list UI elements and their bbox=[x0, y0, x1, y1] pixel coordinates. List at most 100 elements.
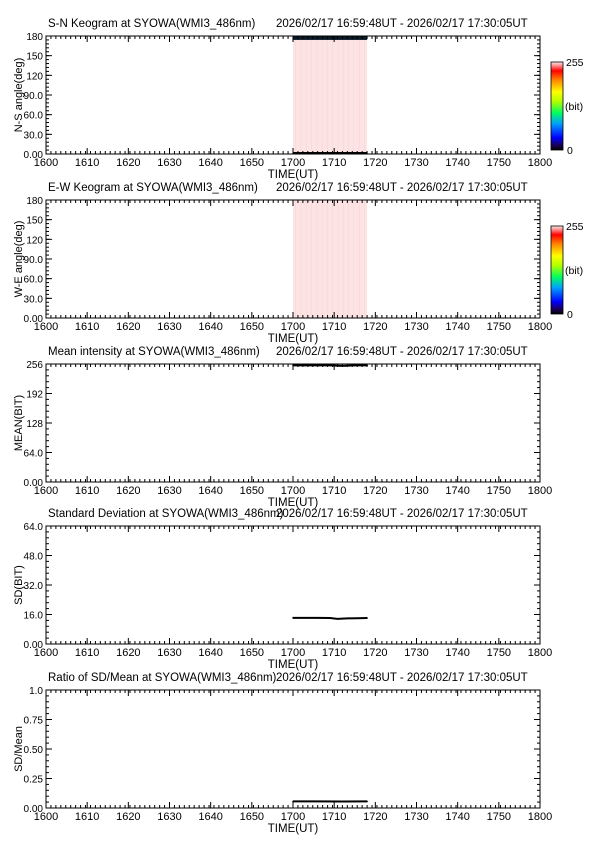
x-tick-label: 1710 bbox=[322, 485, 346, 497]
data-point bbox=[346, 617, 349, 620]
y-tick-label: 1.0 bbox=[29, 686, 43, 697]
y-tick-label: 30.0 bbox=[24, 130, 44, 141]
x-tick-label: 1630 bbox=[157, 647, 181, 659]
data-point bbox=[336, 618, 339, 620]
y-tick-label: 0.50 bbox=[24, 745, 44, 756]
y-tick-label: 150 bbox=[26, 52, 43, 63]
x-tick-label: 1620 bbox=[116, 811, 140, 823]
data-point bbox=[366, 617, 368, 619]
y-tick-label: 0.00 bbox=[24, 640, 44, 651]
x-tick-label: 1740 bbox=[445, 485, 469, 497]
x-tick-label: 1650 bbox=[240, 321, 264, 333]
y-tick-label: 180 bbox=[26, 32, 43, 43]
plot-frame bbox=[45, 525, 541, 645]
x-tick-label: 1710 bbox=[322, 321, 346, 333]
y-axis-label: SD(BIT) bbox=[13, 565, 25, 605]
x-tick-label: 1630 bbox=[157, 485, 181, 497]
colorbar-unit-label: (bit) bbox=[565, 101, 583, 113]
panel-5: Ratio of SD/Mean at SYOWA(WMI3_486nm) 202… bbox=[13, 672, 552, 835]
data-point bbox=[329, 617, 331, 619]
keogram-band bbox=[293, 152, 368, 155]
panel-time-range: 2026/02/17 16:59:48UT - 2026/02/17 17:30… bbox=[276, 508, 528, 520]
x-tick-label: 1630 bbox=[157, 157, 181, 169]
x-tick-label: 1730 bbox=[404, 647, 428, 659]
y-tick-label: 120 bbox=[26, 235, 43, 246]
x-tick-label: 1650 bbox=[240, 485, 264, 497]
y-axis-label: SD/Mean bbox=[13, 726, 25, 772]
panel-1: S-N Keogram at SYOWA(WMI3_486nm) 2026/02/… bbox=[13, 18, 584, 181]
x-tick-label: 1630 bbox=[157, 321, 181, 333]
plot-frame bbox=[45, 689, 541, 809]
panel-time-range: 2026/02/17 16:59:48UT - 2026/02/17 17:30… bbox=[276, 672, 528, 684]
y-axis-label: MEAN(BIT) bbox=[13, 395, 25, 451]
x-tick-label: 1750 bbox=[487, 321, 511, 333]
y-axis-label: W-E angle(deg) bbox=[13, 221, 25, 298]
x-tick-label: 1720 bbox=[363, 157, 387, 169]
colorbar-min-label: 0 bbox=[567, 145, 573, 157]
colorbar bbox=[550, 61, 564, 151]
data-point bbox=[304, 617, 307, 619]
keogram-image bbox=[293, 36, 368, 154]
x-tick-label: 1800 bbox=[528, 321, 552, 333]
x-axis-label: TIME(UT) bbox=[268, 169, 319, 181]
x-tick-label: 1730 bbox=[404, 485, 428, 497]
x-tick-label: 1650 bbox=[240, 647, 264, 659]
keogram-image bbox=[293, 200, 368, 318]
y-tick-label: 180 bbox=[26, 196, 43, 207]
y-tick-label: 60.0 bbox=[24, 111, 44, 122]
y-tick-label: 64.0 bbox=[24, 522, 44, 533]
plot-frame bbox=[45, 363, 541, 483]
x-tick-label: 1620 bbox=[116, 647, 140, 659]
x-tick-label: 1700 bbox=[281, 811, 305, 823]
x-tick-label: 1800 bbox=[528, 811, 552, 823]
y-tick-label: 120 bbox=[26, 71, 43, 82]
y-tick-label: 256 bbox=[26, 360, 43, 371]
colorbar bbox=[550, 225, 564, 315]
y-tick-label: 90.0 bbox=[24, 255, 44, 266]
panel-time-range: 2026/02/17 16:59:48UT - 2026/02/17 17:30… bbox=[276, 18, 528, 30]
x-tick-label: 1740 bbox=[445, 647, 469, 659]
x-tick-label: 1750 bbox=[487, 811, 511, 823]
data-point bbox=[353, 364, 356, 367]
data-point bbox=[366, 364, 368, 367]
x-tick-label: 1640 bbox=[198, 321, 222, 333]
x-tick-label: 1600 bbox=[34, 647, 58, 659]
data-point bbox=[316, 800, 319, 803]
x-tick-label: 1740 bbox=[445, 811, 469, 823]
panel-2: E-W Keogram at SYOWA(WMI3_486nm) 2026/02/… bbox=[13, 182, 584, 345]
x-tick-label: 1700 bbox=[281, 647, 305, 659]
data-point bbox=[341, 800, 344, 803]
x-tick-label: 1710 bbox=[322, 157, 346, 169]
colorbar-max-label: 255 bbox=[566, 57, 584, 69]
x-axis-label: TIME(UT) bbox=[268, 659, 319, 671]
colorbar-min-label: 0 bbox=[567, 309, 573, 321]
y-axis-label: N-S angle(deg) bbox=[13, 58, 25, 133]
data-point bbox=[329, 364, 331, 367]
y-tick-label: 150 bbox=[26, 216, 43, 227]
x-tick-label: 1650 bbox=[240, 157, 264, 169]
panel-time-range: 2026/02/17 16:59:48UT - 2026/02/17 17:30… bbox=[276, 182, 528, 194]
x-tick-label: 1730 bbox=[404, 157, 428, 169]
y-tick-label: 30.0 bbox=[24, 294, 44, 305]
x-tick-label: 1800 bbox=[528, 647, 552, 659]
x-tick-label: 1620 bbox=[116, 321, 140, 333]
data-point bbox=[292, 364, 294, 367]
data-point bbox=[316, 617, 319, 619]
x-tick-label: 1600 bbox=[34, 485, 58, 497]
x-tick-label: 1710 bbox=[322, 647, 346, 659]
data-point bbox=[292, 800, 294, 803]
x-tick-label: 1610 bbox=[75, 157, 99, 169]
y-tick-label: 60.0 bbox=[24, 275, 44, 286]
x-tick-label: 1750 bbox=[487, 485, 511, 497]
x-tick-label: 1610 bbox=[75, 321, 99, 333]
x-tick-label: 1710 bbox=[322, 811, 346, 823]
x-tick-label: 1730 bbox=[404, 811, 428, 823]
x-axis-label: TIME(UT) bbox=[268, 823, 319, 835]
x-tick-label: 1720 bbox=[363, 321, 387, 333]
x-tick-label: 1610 bbox=[75, 485, 99, 497]
panel-title: Standard Deviation at SYOWA(WMI3_486nm) bbox=[48, 508, 284, 520]
data-point bbox=[292, 617, 294, 619]
x-tick-label: 1800 bbox=[528, 485, 552, 497]
x-tick-label: 1620 bbox=[116, 157, 140, 169]
